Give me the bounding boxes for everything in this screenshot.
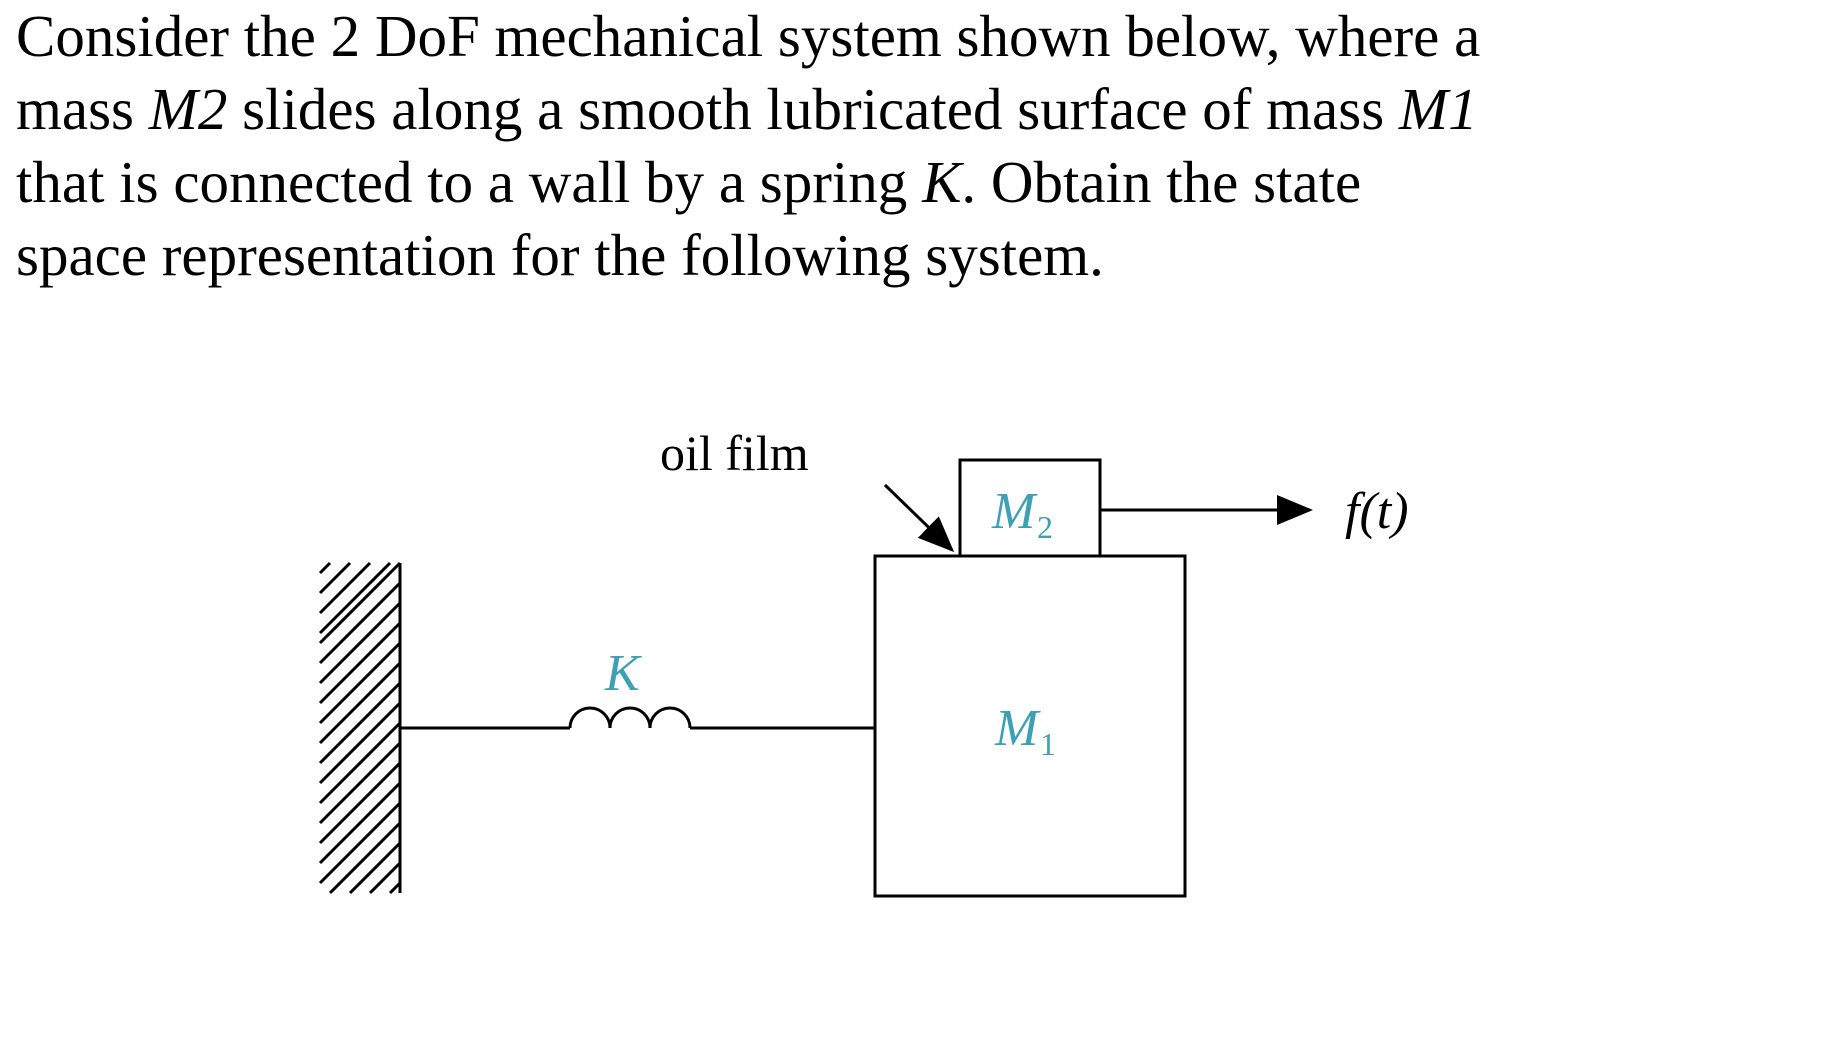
oil-film-pointer bbox=[885, 485, 952, 550]
svg-text:1: 1 bbox=[1040, 726, 1056, 762]
svg-text:M: M bbox=[994, 700, 1041, 757]
svg-text:2: 2 bbox=[1037, 509, 1053, 545]
oil-film-label: oil film bbox=[660, 425, 809, 481]
wall-icon bbox=[320, 563, 400, 893]
mass-m1-label: M 1 bbox=[994, 700, 1056, 762]
force-label: f(t) bbox=[1345, 483, 1409, 540]
spring-icon bbox=[570, 708, 690, 728]
spring-label: K bbox=[604, 645, 642, 702]
svg-text:M: M bbox=[991, 483, 1038, 540]
mechanical-system-diagram: K M 1 M 2 f(t) oil film bbox=[0, 0, 1846, 1044]
page: Consider the 2 DoF mechanical system sho… bbox=[0, 0, 1846, 1044]
